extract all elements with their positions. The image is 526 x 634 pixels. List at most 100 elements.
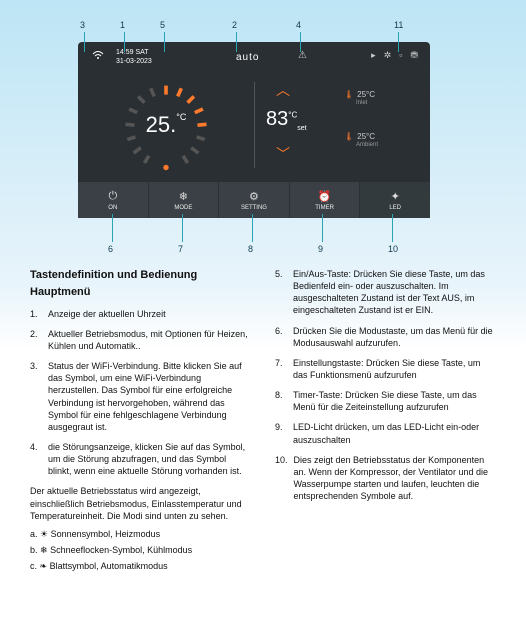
item-text: die Störungsanzeige, klicken Sie auf das… xyxy=(48,441,251,477)
main-area: 25.°C ︿ 83°Cset ﹀ 🌡25°C Inlet 🌡25°C Ambi… xyxy=(78,72,430,182)
item-text: Einstellungstaste: Drücken Sie diese Tas… xyxy=(293,357,496,381)
item-text: Aktueller Betriebsmodus, mit Optionen fü… xyxy=(48,328,251,352)
dial-zone: 25.°C xyxy=(78,72,254,182)
mode-c-label: c. xyxy=(30,561,37,571)
pointer-line xyxy=(322,214,323,242)
heading-line2: Hauptmenü xyxy=(30,285,251,300)
list-item: 6.Drücken Sie die Modustaste, um das Men… xyxy=(275,325,496,349)
set-temp-value: 83 xyxy=(266,108,288,130)
pointer-line xyxy=(182,214,183,242)
clock-display: 14:59 SAT 31-03-2023 xyxy=(116,48,152,66)
item-number: 2. xyxy=(30,328,42,352)
mode-c-text: Blattsymbol, Automatikmodus xyxy=(50,561,168,571)
mode-b-label: b. xyxy=(30,545,38,555)
set-temp-unit: °C xyxy=(288,110,297,119)
divider xyxy=(254,82,255,168)
callout-number: 4 xyxy=(296,20,301,30)
callout-number: 10 xyxy=(388,244,398,254)
dial-temp-unit: °C xyxy=(176,112,186,122)
content: Tastendefinition und Bedienung Hauptmenü… xyxy=(30,268,496,576)
pointer-line xyxy=(164,32,165,52)
item-number: 10. xyxy=(275,454,288,503)
mode-a-text: Sonnensymbol, Heizmodus xyxy=(51,529,161,539)
item-number: 6. xyxy=(275,325,287,349)
callout-number: 5 xyxy=(160,20,165,30)
pointer-line xyxy=(124,32,125,52)
item-number: 3. xyxy=(30,360,42,433)
left-column: Tastendefinition und Bedienung Hauptmenü… xyxy=(30,268,251,576)
item-text: Timer-Taste: Drücken Sie diese Taste, um… xyxy=(293,389,496,413)
pump-icon: ⛃ xyxy=(410,50,418,61)
sun-icon: ☀ xyxy=(40,529,48,539)
list-item: 10. Dies zeigt den Betriebsstatus der Kom… xyxy=(275,454,496,503)
thermometer-icon: 🌡 xyxy=(344,90,354,99)
pointer-line xyxy=(252,214,253,242)
item-text: Ein/Aus-Taste: Drücken Sie diese Taste, … xyxy=(293,268,496,317)
mode-item-c: c. ❧ Blattsymbol, Automatikmodus xyxy=(30,560,251,572)
mode-items: a. ☀ Sonnensymbol, Heizmodus b. ❄ Schnee… xyxy=(30,528,251,572)
right-list: 5.Ein/Aus-Taste: Drücken Sie diese Taste… xyxy=(275,268,496,502)
mode-label: auto xyxy=(236,52,259,63)
right-column: 5.Ein/Aus-Taste: Drücken Sie diese Taste… xyxy=(275,268,496,576)
list-item: 2.Aktueller Betriebsmodus, mit Optionen … xyxy=(30,328,251,352)
button-label: MODE xyxy=(174,205,192,211)
fan-icon: ✲ xyxy=(384,50,392,61)
callout-number: 3 xyxy=(80,20,85,30)
dial-temp: 25.°C xyxy=(121,112,211,138)
device-button-mode[interactable]: ❄ MODE xyxy=(149,182,220,218)
callout-number: 9 xyxy=(318,244,323,254)
button-icon: ✦ xyxy=(391,190,400,203)
list-item: 9.LED-Licht drücken, um das LED-Licht ei… xyxy=(275,421,496,445)
callout-number: 1 xyxy=(120,20,125,30)
item-number: 8. xyxy=(275,389,287,413)
mode-b-text: Schneeflocken-Symbol, Kühlmodus xyxy=(50,545,192,555)
drop-icon: ▫ xyxy=(399,50,402,61)
mode-item-a: a. ☀ Sonnensymbol, Heizmodus xyxy=(30,528,251,540)
inlet-label: Inlet xyxy=(356,100,375,106)
list-item: 8.Timer-Taste: Drücken Sie diese Taste, … xyxy=(275,389,496,413)
button-icon: ❄ xyxy=(179,190,188,203)
list-item: 4.die Störungsanzeige, klicken Sie auf d… xyxy=(30,441,251,477)
set-temp-sub: set xyxy=(297,125,306,132)
callout-number: 8 xyxy=(248,244,253,254)
callout-number: 6 xyxy=(108,244,113,254)
dial-temp-value: 25. xyxy=(146,112,177,137)
list-item: 3.Status der WiFi-Verbindung. Bitte klic… xyxy=(30,360,251,433)
pointer-line xyxy=(300,32,301,52)
pointer-line xyxy=(84,32,85,52)
leaf-icon: ❧ xyxy=(40,561,48,571)
callout-number: 7 xyxy=(178,244,183,254)
device-panel: 14:59 SAT 31-03-2023 auto ⚠ ▸ ✲ ▫ ⛃ xyxy=(78,42,430,218)
ambient-reading: 🌡25°C Ambient xyxy=(344,132,378,148)
mode-a-label: a. xyxy=(30,529,38,539)
device-button-setting[interactable]: ⚙SETTING xyxy=(219,182,290,218)
item-number: 9. xyxy=(275,421,287,445)
set-temp: 83°Cset xyxy=(266,108,307,132)
button-label: LED xyxy=(389,205,401,211)
button-icon: ⏻ xyxy=(108,190,117,203)
callout-number: 2 xyxy=(232,20,237,30)
button-label: SETTING xyxy=(241,205,267,211)
device-button-timer[interactable]: ⏰TIMER xyxy=(290,182,361,218)
button-row: ⏻ ON ❄ MODE ⚙SETTING⏰TIMER ✦ LED xyxy=(78,182,430,218)
item-text: Drücken Sie die Modustaste, um das Menü … xyxy=(293,325,496,349)
list-item: 5.Ein/Aus-Taste: Drücken Sie diese Taste… xyxy=(275,268,496,317)
device-button-led[interactable]: ✦ LED xyxy=(360,182,430,218)
ambient-label: Ambient xyxy=(356,142,378,148)
button-label: TIMER xyxy=(315,205,334,211)
play-icon: ▸ xyxy=(371,50,376,61)
clock-day: SAT xyxy=(135,49,148,56)
arrow-up-icon[interactable]: ︿ xyxy=(276,80,290,100)
right-panel: ︿ 83°Cset ﹀ 🌡25°C Inlet 🌡25°C Ambient xyxy=(254,72,430,182)
snowflake-icon: ❄ xyxy=(40,545,48,555)
pointer-line xyxy=(236,32,237,52)
wifi-icon[interactable] xyxy=(92,50,104,63)
pointer-line xyxy=(398,32,399,52)
arrow-down-icon[interactable]: ﹀ xyxy=(276,144,290,164)
callout-number: 11 xyxy=(394,20,403,30)
after-list-text: Der aktuelle Betriebsstatus wird angezei… xyxy=(30,485,251,521)
after-list: Der aktuelle Betriebsstatus wird angezei… xyxy=(30,485,251,521)
item-text: Dies zeigt den Betriebsstatus der Kompon… xyxy=(294,454,496,503)
button-label: ON xyxy=(108,205,117,211)
device-button-on[interactable]: ⏻ ON xyxy=(78,182,149,218)
